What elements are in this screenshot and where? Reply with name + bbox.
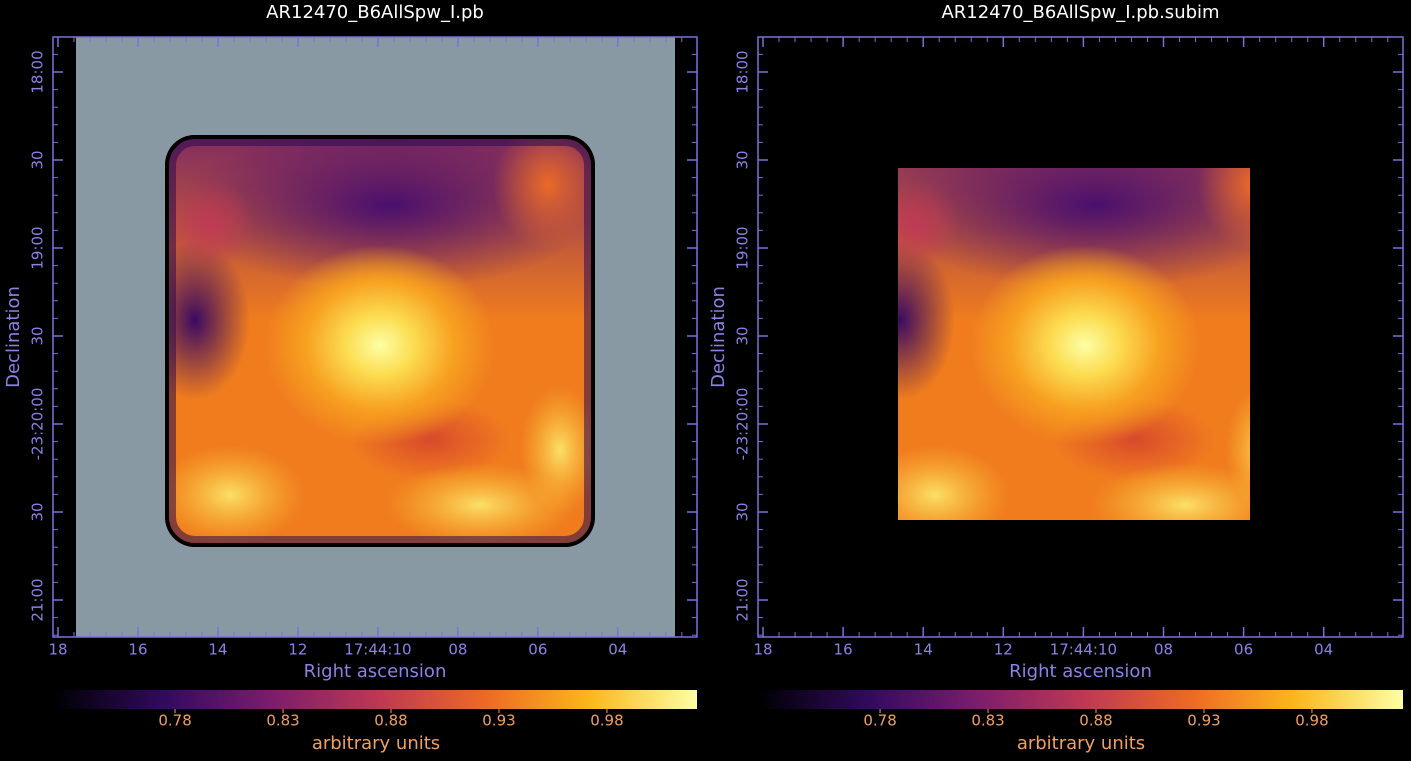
y-tick-label: 21:00 (29, 578, 47, 621)
plot-frame (757, 36, 1404, 638)
y-tick-label: 30 (29, 326, 47, 345)
y-tick-label: 30 (29, 502, 47, 521)
y-tick-label: 30 (734, 502, 752, 521)
colorbar-tick-label: 0.88 (374, 712, 407, 730)
x-tick-label: 14 (914, 641, 933, 659)
heatmap (898, 168, 1250, 520)
y-tick-label: -23:20:00 (29, 388, 47, 461)
colorbar-tick-label: 0.78 (863, 712, 896, 730)
x-tick-label: 08 (448, 641, 467, 659)
y-axis-label: Declination (708, 286, 729, 388)
x-axis-label: Right ascension (304, 661, 447, 682)
x-tick-label: 06 (1234, 641, 1253, 659)
x-tick-label: 04 (608, 641, 627, 659)
colorbar (760, 690, 1403, 709)
y-tick-label: 19:00 (734, 226, 752, 269)
x-tick-label: 12 (994, 641, 1013, 659)
colorbar-tick-label: 0.98 (590, 712, 623, 730)
x-tick-label: 16 (834, 641, 853, 659)
x-tick-label: 06 (528, 641, 547, 659)
x-axis-label: Right ascension (1009, 661, 1152, 682)
y-tick-label: 19:00 (29, 226, 47, 269)
title: AR12470_B6AllSpw_I.pb.subim (941, 2, 1219, 23)
x-tick-label: 12 (288, 641, 307, 659)
x-tick-label: 14 (208, 641, 227, 659)
y-axis-label: Declination (3, 286, 24, 388)
y-tick-label: 30 (734, 150, 752, 169)
colorbar-tick-label: 0.83 (971, 712, 1004, 730)
colorbar-label: arbitrary units (1017, 733, 1145, 754)
colorbar-tick-label: 0.93 (482, 712, 515, 730)
colorbar-tick-label: 0.88 (1079, 712, 1112, 730)
colorbar-tick-label: 0.98 (1295, 712, 1328, 730)
x-tick-label: 08 (1154, 641, 1173, 659)
colorbar (55, 690, 697, 709)
y-tick-label: 30 (29, 150, 47, 169)
heatmap (165, 135, 595, 547)
colorbar-tick-label: 0.93 (1187, 712, 1220, 730)
y-tick-label: -23:20:00 (734, 388, 752, 461)
plot-frame (52, 36, 698, 638)
y-tick-label: 21:00 (734, 578, 752, 621)
colorbar-tick-label: 0.78 (158, 712, 191, 730)
x-tick-label: 17:44:10 (1050, 641, 1117, 659)
y-tick-label: 18:00 (734, 50, 752, 93)
title: AR12470_B6AllSpw_I.pb (266, 2, 484, 23)
x-tick-label: 16 (128, 641, 147, 659)
x-tick-label: 17:44:10 (344, 641, 411, 659)
colorbar-label: arbitrary units (312, 733, 440, 754)
y-tick-label: 18:00 (29, 50, 47, 93)
colorbar-tick-label: 0.83 (266, 712, 299, 730)
x-tick-label: 04 (1314, 641, 1333, 659)
y-tick-label: 30 (734, 326, 752, 345)
x-tick-label: 18 (48, 641, 67, 659)
x-tick-label: 18 (753, 641, 772, 659)
